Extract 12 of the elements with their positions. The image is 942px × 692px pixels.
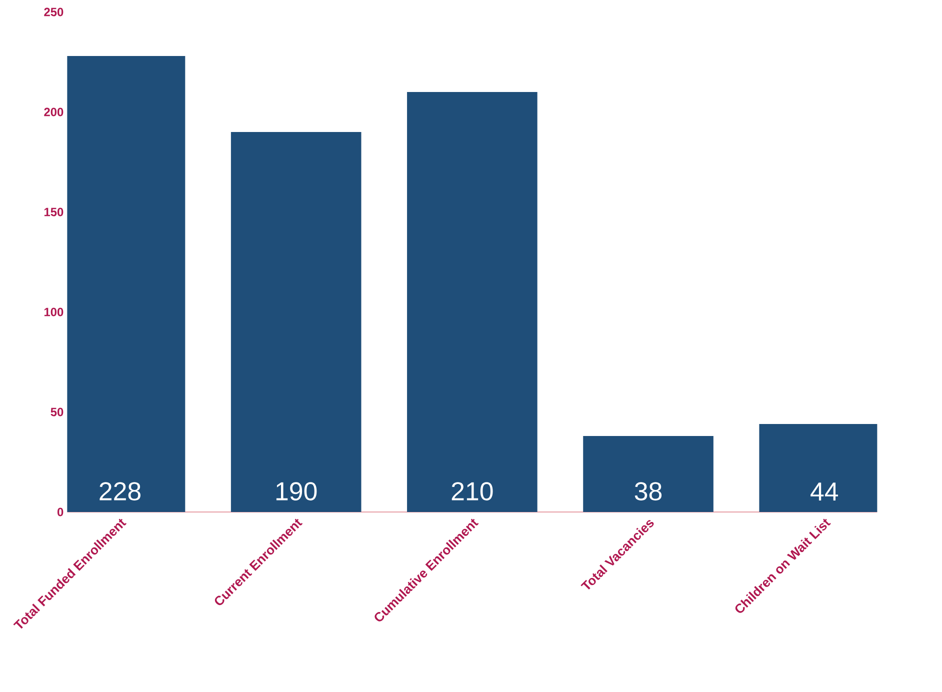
data-label: 44 bbox=[810, 482, 838, 500]
bar bbox=[407, 92, 538, 512]
y-tick-label: 250 bbox=[44, 8, 64, 16]
data-label: 38 bbox=[634, 482, 662, 500]
y-tick-label: 100 bbox=[44, 308, 64, 316]
y-tick-label: 150 bbox=[44, 208, 64, 216]
data-label: 228 bbox=[100, 482, 140, 500]
y-tick-label: 200 bbox=[44, 108, 64, 116]
y-tick-label: 50 bbox=[50, 408, 64, 416]
data-label: 210 bbox=[452, 482, 493, 500]
y-tick-label: 0 bbox=[57, 508, 64, 516]
data-label: 190 bbox=[276, 482, 317, 500]
